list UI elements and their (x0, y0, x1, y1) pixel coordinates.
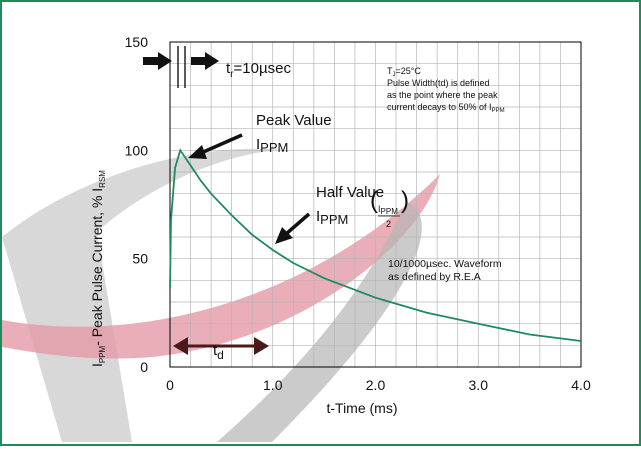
x-tick-label: 3.0 (469, 377, 489, 393)
svg-text:10/1000µsec. Waveform: 10/1000µsec. Waveform (388, 258, 502, 270)
x-tick-label: 0 (166, 377, 174, 393)
pulse-width-annotation: td (173, 337, 269, 362)
svg-text:Peak Value: Peak Value (256, 112, 332, 129)
x-tick-label: 4.0 (571, 377, 591, 393)
svg-text:IPPM: IPPM (316, 208, 348, 227)
svg-text:tr=10µsec: tr=10µsec (226, 60, 291, 80)
peak-arrow (200, 133, 243, 155)
rise-arrow-left (143, 52, 172, 70)
x-axis-label: t-Time (ms) (326, 400, 397, 416)
svg-text:td: td (213, 342, 224, 362)
svg-text:Pulse Width(td) is defined: Pulse Width(td) is defined (387, 78, 490, 88)
y-axis-label: IPPM- Peak Pulse Current, % IRSM (89, 170, 107, 367)
grid-lines (170, 42, 581, 367)
y-tick-label: 0 (140, 359, 148, 375)
pulse-waveform-chart: 0 50 100 150 0 1.0 2.0 3.0 4.0 t-Time (ms) IPPM… (2, 34, 591, 442)
svg-text:TJ=25°C: TJ=25°C (387, 66, 421, 78)
svg-text:(: ( (370, 187, 378, 214)
svg-text:Half Value: Half Value (316, 184, 384, 201)
svg-text:IPPM: IPPM (256, 136, 288, 155)
plot-area-border (169, 41, 582, 368)
waveform-note: 10/1000µsec. Waveform as defined by R.E.… (388, 258, 502, 283)
half-value-arrow (284, 212, 311, 236)
y-tick-label: 100 (125, 142, 149, 158)
test-conditions-note: TJ=25°C Pulse Width(td) is defined as th… (387, 66, 505, 114)
peak-value-annotation: Peak Value IPPM (188, 112, 332, 159)
rise-arrow-right (191, 52, 219, 70)
svg-text:IPPM: IPPM (378, 204, 398, 216)
svg-text:): ) (401, 187, 409, 214)
svg-text:as defined by R.E.A: as defined by R.E.A (388, 271, 481, 283)
x-tick-label: 2.0 (366, 377, 386, 393)
svg-text:current decays to 50% of IPPM: current decays to 50% of IPPM (387, 102, 505, 114)
rise-time-annotation: tr=10µsec (143, 46, 291, 88)
pulse-current-curve (169, 148, 582, 342)
background-watermark (2, 148, 440, 442)
svg-text:2: 2 (386, 219, 391, 229)
y-tick-label: 150 (125, 34, 149, 50)
y-tick-label: 50 (132, 251, 148, 267)
half-value-annotation: Half Value IPPM ( IPPM 2 ) (275, 184, 409, 244)
svg-text:as the point where the peak: as the point where the peak (387, 90, 498, 100)
x-tick-label: 1.0 (263, 377, 283, 393)
